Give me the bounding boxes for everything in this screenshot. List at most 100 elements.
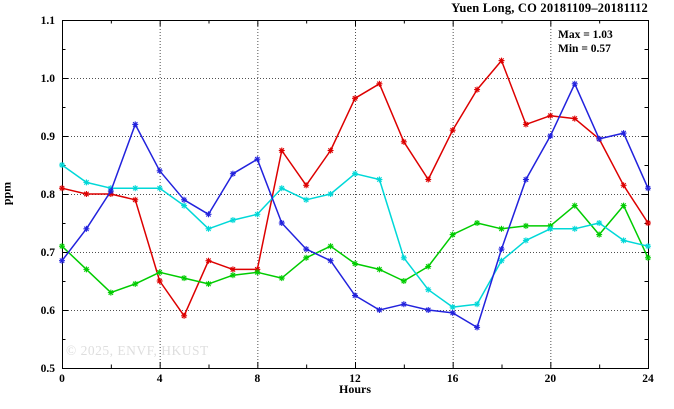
marker-asterisk bbox=[400, 301, 407, 308]
marker-asterisk bbox=[229, 217, 236, 224]
red-series bbox=[59, 57, 651, 319]
svg-text:12: 12 bbox=[349, 373, 361, 385]
marker-asterisk bbox=[181, 202, 188, 209]
svg-text:4: 4 bbox=[157, 373, 163, 385]
marker-asterisk bbox=[620, 130, 627, 137]
svg-text:0: 0 bbox=[59, 373, 65, 385]
marker-asterisk bbox=[254, 269, 261, 276]
marker-asterisk bbox=[205, 211, 212, 218]
marker-asterisk bbox=[132, 121, 139, 128]
marker-asterisk bbox=[522, 121, 529, 128]
marker-asterisk bbox=[327, 147, 334, 154]
marker-asterisk bbox=[547, 133, 554, 139]
marker-asterisk bbox=[156, 278, 163, 284]
marker-asterisk bbox=[498, 246, 505, 253]
marker-asterisk bbox=[449, 127, 456, 134]
marker-asterisk bbox=[352, 260, 358, 267]
marker-asterisk bbox=[645, 185, 651, 192]
marker-asterisk bbox=[229, 272, 236, 279]
marker-asterisk bbox=[376, 307, 383, 313]
marker-asterisk bbox=[425, 307, 432, 313]
marker-asterisk bbox=[645, 254, 651, 261]
svg-text:0.7: 0.7 bbox=[41, 247, 56, 259]
marker-asterisk bbox=[425, 176, 432, 183]
marker-asterisk bbox=[474, 220, 481, 226]
svg-text:0.5: 0.5 bbox=[41, 363, 56, 375]
marker-asterisk bbox=[254, 156, 261, 163]
marker-asterisk bbox=[498, 257, 505, 264]
marker-asterisk bbox=[303, 254, 310, 261]
marker-asterisk bbox=[449, 304, 456, 311]
marker-asterisk bbox=[352, 95, 358, 102]
marker-asterisk bbox=[327, 257, 334, 264]
marker-asterisk bbox=[522, 222, 529, 229]
marker-asterisk bbox=[352, 170, 358, 177]
marker-asterisk bbox=[400, 254, 407, 261]
marker-asterisk bbox=[156, 269, 163, 276]
marker-asterisk bbox=[571, 225, 578, 232]
marker-asterisk bbox=[59, 257, 65, 264]
marker-asterisk bbox=[645, 220, 651, 226]
green-series bbox=[59, 202, 651, 296]
x-axis-label: Hours bbox=[338, 382, 371, 396]
svg-text:0.6: 0.6 bbox=[41, 305, 56, 317]
marker-asterisk bbox=[107, 188, 114, 195]
marker-asterisk bbox=[181, 275, 188, 282]
marker-asterisk bbox=[205, 225, 212, 232]
marker-asterisk bbox=[620, 202, 627, 209]
svg-text:16: 16 bbox=[447, 373, 459, 385]
watermark: © 2025, ENVF, HKUST bbox=[66, 343, 209, 358]
marker-asterisk bbox=[352, 292, 358, 299]
marker-asterisk bbox=[449, 231, 456, 238]
marker-asterisk bbox=[132, 280, 139, 287]
marker-asterisk bbox=[59, 243, 65, 250]
marker-asterisk bbox=[571, 115, 578, 122]
marker-asterisk bbox=[547, 225, 554, 232]
marker-asterisk bbox=[547, 112, 554, 119]
marker-asterisk bbox=[59, 162, 65, 168]
marker-asterisk bbox=[425, 263, 432, 270]
marker-asterisk bbox=[498, 225, 505, 232]
blue-series bbox=[59, 80, 651, 331]
marker-asterisk bbox=[620, 182, 627, 189]
marker-asterisk bbox=[474, 86, 481, 93]
marker-asterisk bbox=[425, 286, 432, 293]
marker-asterisk bbox=[376, 80, 383, 87]
marker-asterisk bbox=[132, 196, 139, 203]
marker-asterisk bbox=[229, 170, 236, 177]
marker-asterisk bbox=[596, 231, 603, 238]
marker-asterisk bbox=[156, 167, 163, 174]
marker-asterisk bbox=[498, 57, 505, 64]
y-axis-label: ppm bbox=[0, 181, 14, 206]
marker-asterisk bbox=[278, 147, 285, 154]
marker-asterisk bbox=[156, 185, 163, 192]
marker-asterisk bbox=[83, 179, 90, 186]
marker-asterisk bbox=[474, 301, 481, 308]
marker-asterisk bbox=[303, 196, 310, 203]
marker-asterisk bbox=[474, 324, 481, 331]
marker-asterisk bbox=[83, 225, 90, 232]
marker-asterisk bbox=[83, 191, 90, 197]
marker-asterisk bbox=[376, 266, 383, 273]
marker-asterisk bbox=[596, 220, 603, 226]
marker-asterisk bbox=[278, 220, 285, 226]
svg-text:20: 20 bbox=[545, 373, 557, 385]
marker-asterisk bbox=[278, 185, 285, 192]
marker-asterisk bbox=[449, 309, 456, 316]
marker-asterisk bbox=[400, 278, 407, 284]
cyan-series bbox=[59, 162, 651, 311]
tick-labels: 0.5 0.6 0.7 0.8 0.9 1.0 1.1 0 4 8 12 16 20 24 bbox=[41, 15, 654, 385]
marker-asterisk bbox=[205, 257, 212, 264]
marker-asterisk bbox=[327, 243, 334, 250]
marker-asterisk bbox=[107, 289, 114, 296]
max-value-label: Max = 1.03 bbox=[558, 29, 613, 41]
marker-asterisk bbox=[83, 266, 90, 273]
marker-asterisk bbox=[571, 80, 578, 87]
marker-asterisk bbox=[181, 196, 188, 203]
svg-text:24: 24 bbox=[642, 373, 654, 385]
marker-asterisk bbox=[400, 138, 407, 145]
marker-asterisk bbox=[327, 191, 334, 197]
marker-asterisk bbox=[620, 237, 627, 244]
svg-text:1.0: 1.0 bbox=[41, 73, 56, 85]
